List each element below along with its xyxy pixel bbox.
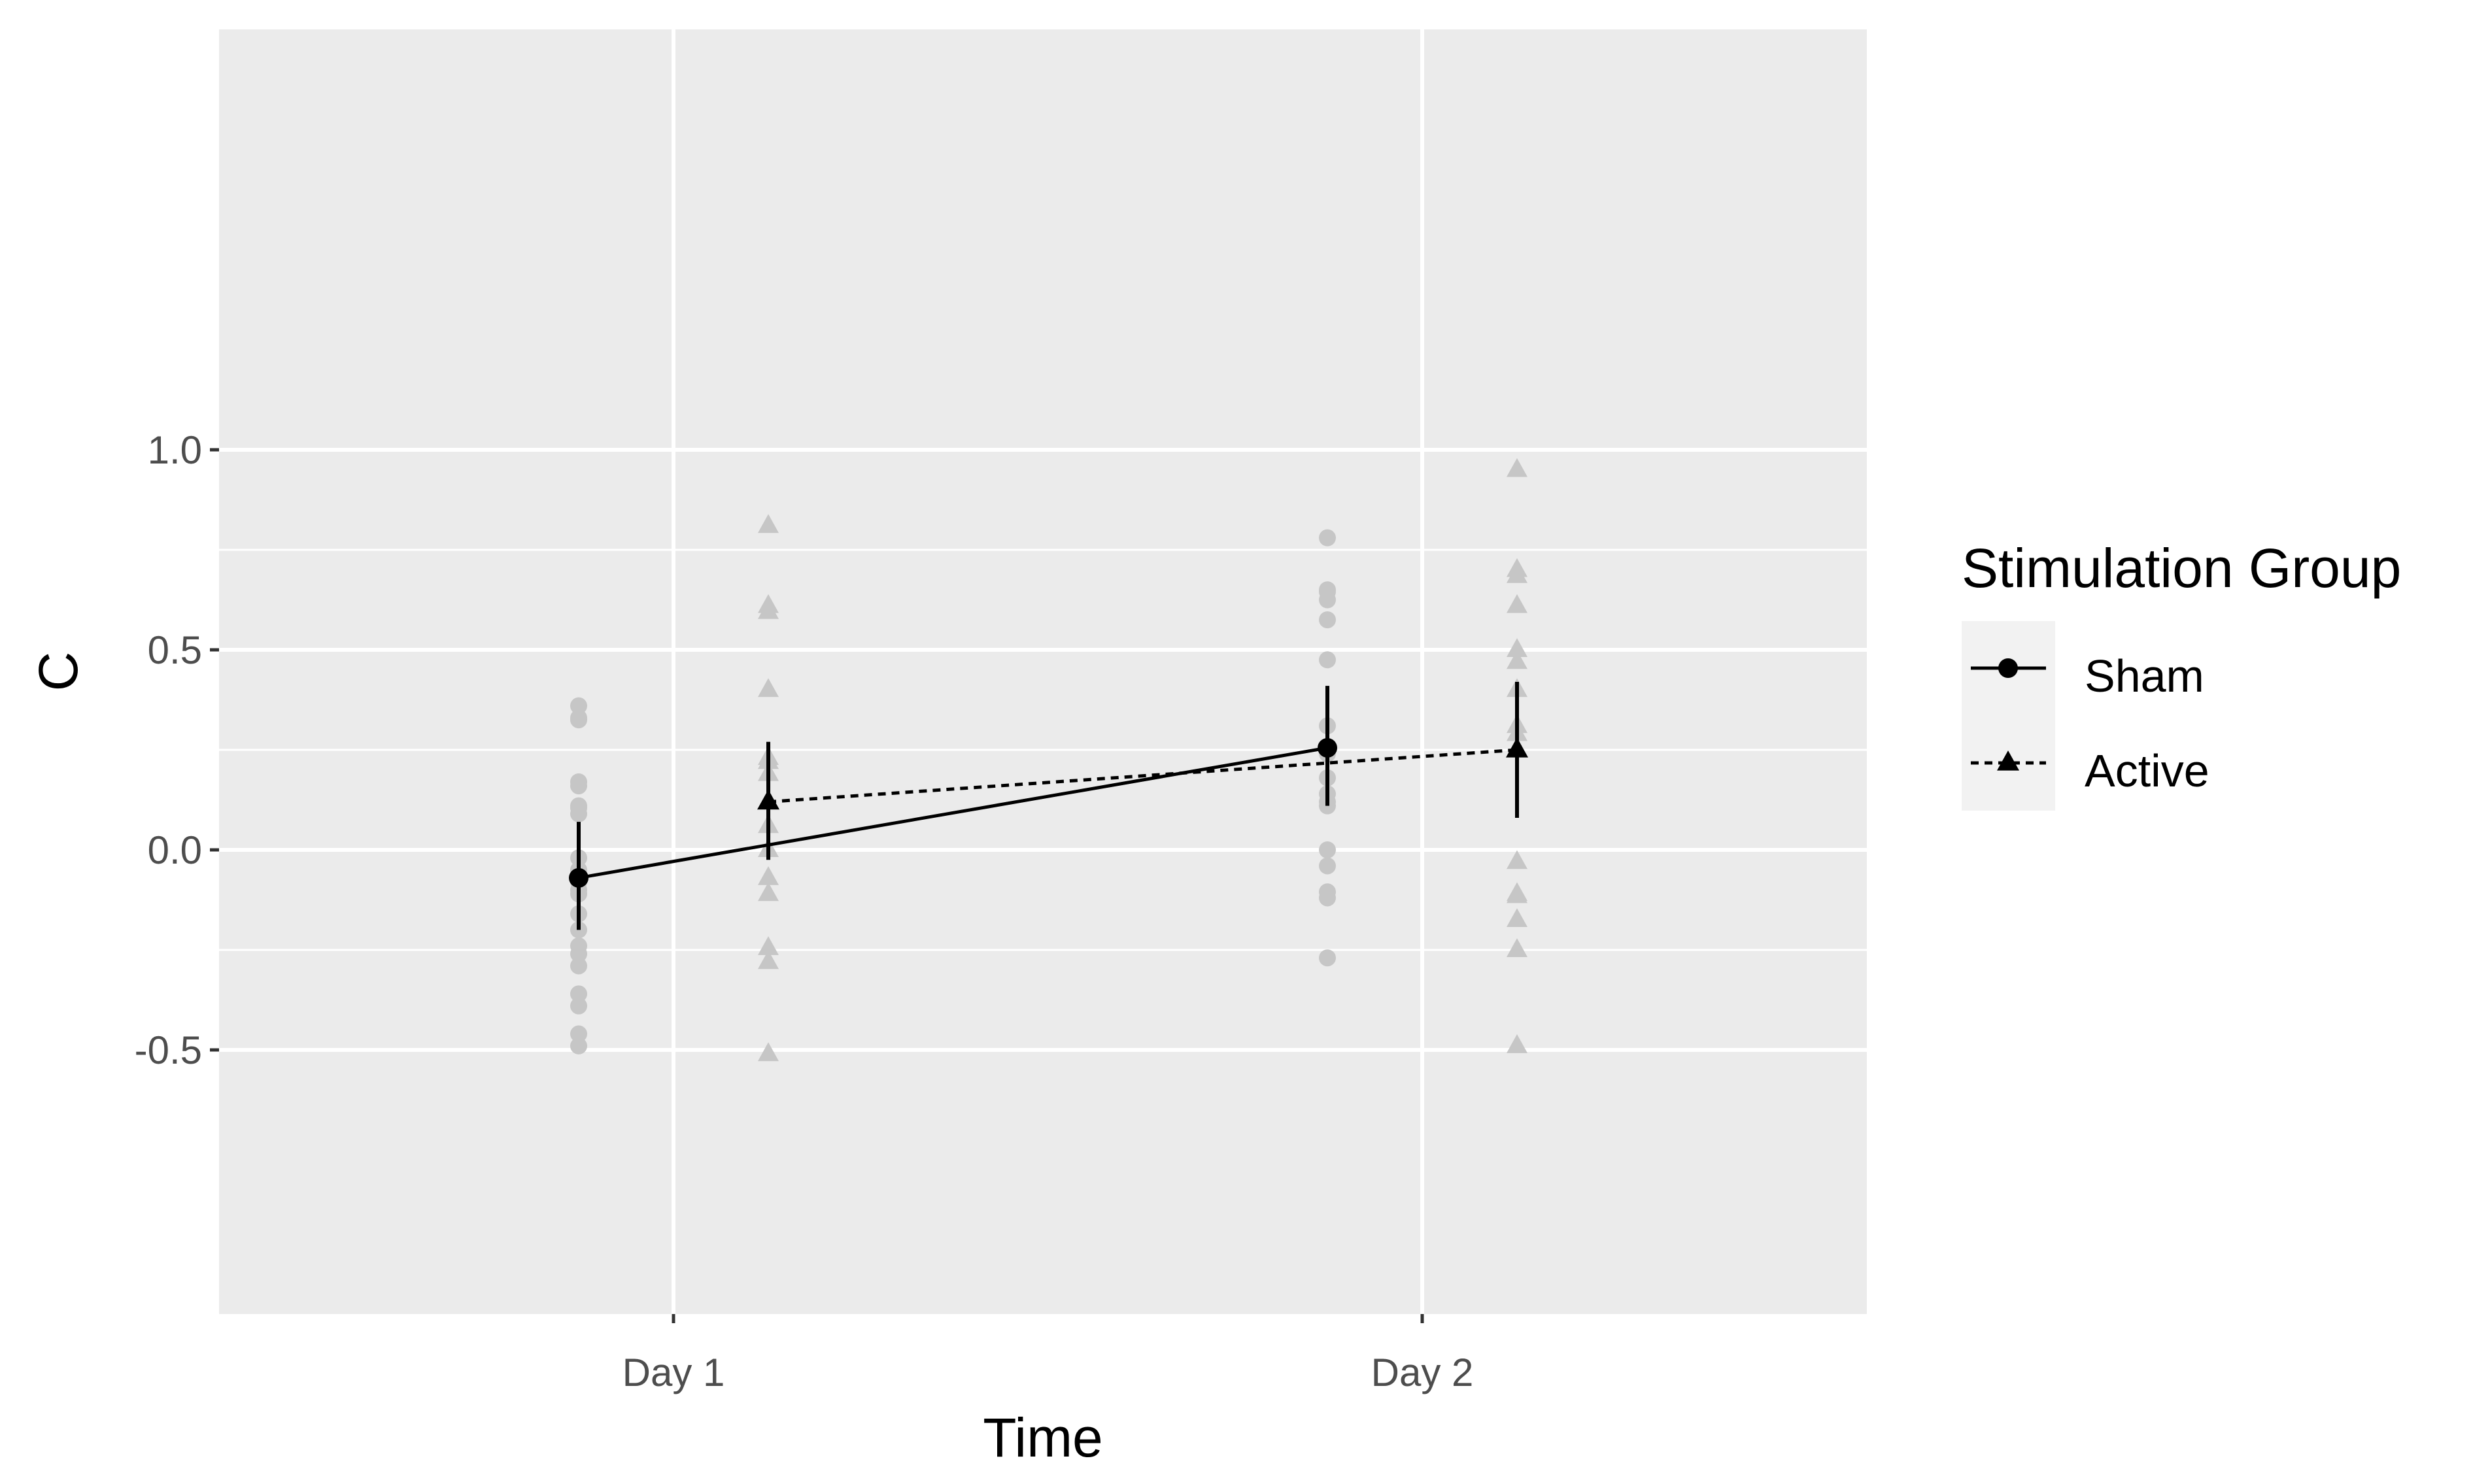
raw-point-active	[1507, 564, 1527, 583]
raw-point-active	[758, 882, 779, 902]
raw-point-active	[758, 678, 779, 698]
series-line-active	[768, 748, 1518, 804]
raw-point-active	[1507, 938, 1527, 957]
x-tick-label: Day 1	[623, 1351, 725, 1394]
legend-label-sham: Sham	[2085, 650, 2204, 701]
axis-layer: 1.0 0.5 0.0 -0.5 Day 1 Day 2	[135, 428, 1474, 1394]
mean-point-active	[1506, 737, 1528, 758]
series-line-sham	[578, 746, 1328, 880]
raw-point-sham	[1319, 529, 1336, 547]
raw-point-sham	[1319, 857, 1336, 875]
mean-point-active	[757, 789, 779, 810]
raw-points-layer	[570, 458, 1527, 1062]
grid-layer	[219, 29, 1867, 1314]
raw-point-active	[758, 514, 779, 533]
raw-point-sham	[570, 697, 587, 715]
legend-label-active: Active	[2085, 745, 2209, 796]
raw-point-active	[1507, 458, 1527, 477]
raw-point-sham	[1319, 591, 1336, 609]
raw-point-active	[1507, 850, 1527, 869]
legend-key-circle-icon	[1998, 658, 2018, 678]
y-tick-label: 0.5	[148, 628, 202, 672]
mean-point-sham	[1318, 737, 1337, 758]
raw-point-active	[758, 866, 779, 885]
raw-point-active	[1507, 1034, 1527, 1053]
legend-key-triangle-icon	[1997, 750, 2019, 771]
raw-point-active	[1507, 638, 1527, 657]
x-axis-title: Time	[983, 1407, 1103, 1468]
raw-point-sham	[1319, 889, 1336, 907]
legend-title: Stimulation Group	[1962, 537, 2401, 599]
raw-point-sham	[570, 957, 587, 975]
raw-point-active	[758, 936, 779, 955]
raw-point-sham	[570, 805, 587, 822]
y-tick-label: 1.0	[148, 428, 202, 472]
raw-point-sham	[1319, 651, 1336, 669]
raw-point-sham	[570, 997, 587, 1015]
raw-point-sham	[570, 945, 587, 963]
raw-point-sham	[570, 1037, 587, 1054]
raw-point-sham	[570, 711, 587, 729]
y-tick-label: -0.5	[135, 1028, 202, 1072]
raw-point-sham	[1319, 949, 1336, 967]
summary-layer	[569, 681, 1528, 930]
raw-point-sham	[570, 1025, 587, 1043]
x-tick-label: Day 2	[1371, 1351, 1474, 1394]
raw-point-active	[1507, 594, 1527, 613]
mean-point-sham	[569, 868, 588, 888]
y-tick-label: 0.0	[148, 828, 202, 872]
legend: Stimulation Group Sham Active	[1962, 537, 2401, 811]
legend-keys	[1971, 658, 2046, 771]
raw-point-sham	[1319, 611, 1336, 629]
raw-point-active	[1507, 884, 1527, 903]
raw-point-sham	[570, 985, 587, 1003]
raw-point-active	[758, 950, 779, 970]
raw-point-active	[758, 600, 779, 619]
raw-point-sham	[570, 777, 587, 795]
raw-point-active	[1507, 908, 1527, 928]
raw-point-sham	[1319, 841, 1336, 858]
raw-point-active	[758, 1042, 779, 1062]
raw-point-active	[1507, 650, 1527, 669]
y-axis-title: C	[27, 652, 89, 692]
plot-panel	[219, 29, 1867, 1314]
